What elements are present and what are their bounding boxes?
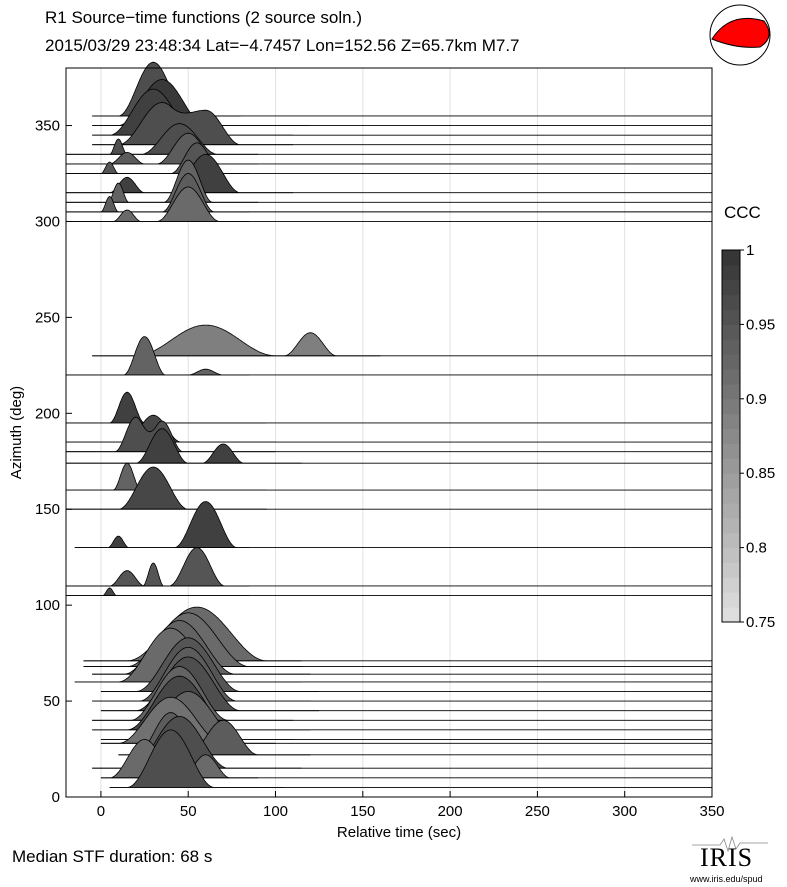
stf-trace [66,466,267,510]
colorbar-segment [722,473,740,489]
x-tick-label: 200 [438,803,463,820]
colorbar-segment [722,443,740,459]
x-tick-label: 0 [97,803,105,820]
y-tick-label: 0 [52,789,60,806]
stf-trace [66,391,267,424]
event-info: 2015/03/29 23:48:34 Lat=−4.7457 Lon=152.… [45,36,520,55]
colorbar-segment [722,488,740,504]
x-tick-label: 100 [263,803,288,820]
colorbar-segment [722,279,740,296]
colorbar-frame [721,249,741,623]
y-tick-label: 300 [35,213,60,230]
colorbar-tick-label: 0.9 [746,391,767,408]
colorbar-segment [722,309,740,325]
colorbar-segment [722,383,740,400]
axis-ticks: 0 50 100 150 200 250 300 350 0 50 100 150 200 250 300 3… [35,118,725,820]
colorbar-segment [722,369,740,385]
colorbar-tick-label: 0.95 [746,316,775,333]
colorbar-segment [722,502,740,519]
colorbar-label: CCC [724,203,761,222]
colorbar-segment [722,547,740,563]
stf-trace [66,159,259,203]
colorbar-segment [722,428,740,444]
x-tick-label: 250 [525,803,550,820]
colorbar-segment [722,607,740,623]
colorbar-segment [722,324,740,340]
stf-trace [66,547,250,587]
median-duration: Median STF duration: 68 s [12,847,213,866]
colorbar-tick-label: 0.8 [746,540,767,557]
x-axis-label: Relative time (sec) [337,824,461,841]
x-tick-label: 350 [699,803,724,820]
y-axis-label: Azimuth (deg) [8,386,25,479]
colorbar-segment [722,250,740,266]
colorbar-segment [722,458,740,474]
stf-trace [66,587,250,596]
colorbar-segment [722,398,740,415]
x-tick-label: 150 [350,803,375,820]
y-tick-label: 350 [35,118,60,135]
colorbar-segment [722,532,740,549]
x-tick-label: 50 [180,803,197,820]
chart-title: R1 Source−time functions (2 source soln.… [45,8,363,27]
beachball [709,4,771,66]
colorbar-segment [722,354,740,370]
y-tick-label: 100 [35,597,60,614]
traces [66,61,712,788]
colorbar-segment [722,517,740,534]
y-tick-label: 50 [43,693,60,710]
iris-logo-text: IRIS [700,843,754,872]
colorbar-tick-label: 0.85 [746,465,775,482]
colorbar-tick-label: 1 [746,242,754,259]
colorbar-segment [722,592,740,608]
colorbar-segment [722,264,740,281]
iris-url: www.iris.edu/spud [690,874,763,884]
y-tick-label: 200 [35,405,60,422]
colorbar-tick-label: 0.75 [746,614,775,631]
colorbar-segment [722,577,740,593]
y-tick-label: 150 [35,501,60,518]
colorbar-segment [722,413,740,430]
plot-frame [65,67,713,798]
iris-logo-icon [692,835,768,853]
colorbar-segment [722,294,740,311]
colorbar-segment [722,562,740,578]
colorbar: 1 0.95 0.9 0.85 0.8 0.75 [721,242,775,631]
beachball-compression [711,17,770,48]
y-tick-label: 250 [35,309,60,326]
x-tick-label: 300 [612,803,637,820]
colorbar-segment [722,339,740,355]
